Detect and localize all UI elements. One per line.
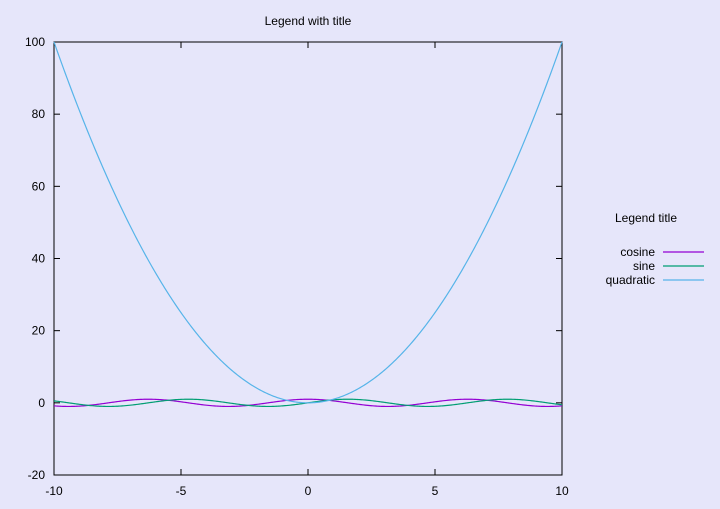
x-tick-label: 0 xyxy=(305,484,312,498)
x-tick-label: -10 xyxy=(45,484,63,498)
y-tick-label: 40 xyxy=(32,252,46,266)
y-tick-label: 20 xyxy=(32,324,46,338)
y-tick-label: -20 xyxy=(28,468,46,482)
series-lines xyxy=(53,41,563,408)
series-line-quadratic xyxy=(53,41,563,404)
legend-title: Legend title xyxy=(615,211,677,225)
x-tick-label: -5 xyxy=(176,484,187,498)
plot-border xyxy=(53,41,563,476)
axis-ticks: -10 -5 0 5 10 -20 0 20 40 60 80 100 xyxy=(25,35,569,498)
chart-title: Legend with title xyxy=(265,14,352,28)
y-tick-label: 80 xyxy=(32,107,46,121)
x-tick-label: 10 xyxy=(555,484,569,498)
series-line-cosine xyxy=(53,398,563,408)
legend-label-cosine: cosine xyxy=(620,245,655,259)
x-tick-label: 5 xyxy=(432,484,439,498)
y-tick-label: 100 xyxy=(25,35,45,49)
legend-label-sine: sine xyxy=(633,259,655,273)
y-tick-label: 60 xyxy=(32,179,46,193)
legend-label-quadratic: quadratic xyxy=(606,273,655,287)
y-tick-label: 0 xyxy=(38,396,45,410)
